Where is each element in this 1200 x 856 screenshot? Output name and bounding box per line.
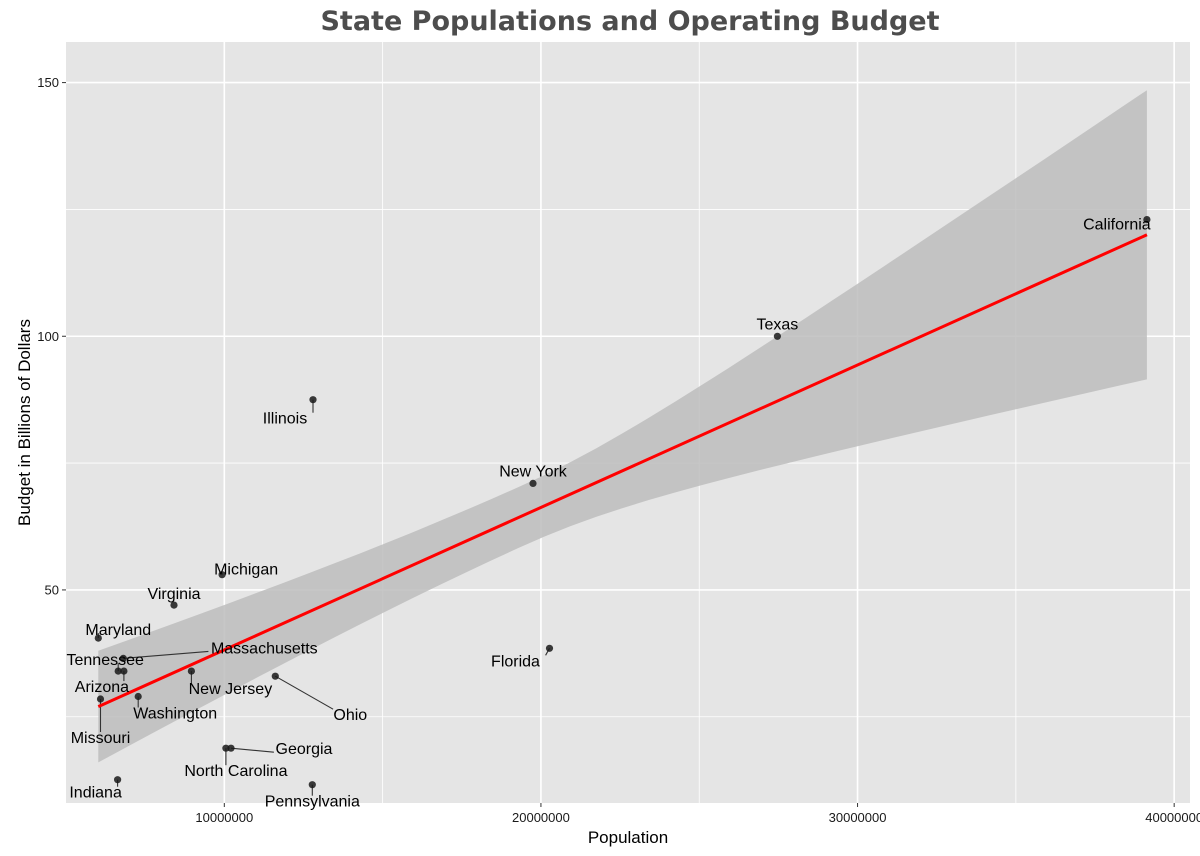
y-tick-label: 150 (37, 75, 59, 90)
label-washington: Washington (133, 706, 217, 723)
y-tick-label: 100 (37, 329, 59, 344)
point-labels: California Texas Illinois New York Michigan V… (67, 217, 1151, 811)
y-tick-label: 50 (45, 582, 59, 597)
x-tick-label: 30000000 (829, 810, 887, 825)
label-tennessee: Tennessee (67, 652, 144, 669)
label-georgia: Georgia (276, 741, 333, 758)
label-california: California (1083, 217, 1151, 234)
point-georgia (227, 744, 235, 752)
label-arizona: Arizona (75, 679, 129, 696)
x-axis-title: Population (588, 828, 668, 847)
point-california (1143, 216, 1151, 224)
point-michigan (218, 571, 226, 579)
leader-georgia (230, 747, 274, 753)
point-texas (773, 332, 782, 340)
point-maryland (94, 634, 102, 642)
point-arizona (120, 667, 128, 675)
point-pennsylvania (308, 781, 316, 789)
point-virginia (170, 601, 178, 609)
label-florida: Florida (491, 653, 540, 670)
data-points (94, 216, 1151, 789)
label-michigan: Michigan (214, 562, 278, 579)
confidence-band (98, 90, 1147, 763)
point-new-jersey (187, 667, 195, 675)
point-new-york (529, 479, 537, 487)
label-indiana: Indiana (69, 785, 122, 802)
label-pennsylvania: Pennsylvania (265, 794, 360, 811)
point-florida (545, 644, 554, 652)
label-ohio: Ohio (333, 707, 367, 724)
point-ohio (271, 672, 279, 680)
x-tick-label: 10000000 (195, 810, 253, 825)
point-illinois (309, 396, 317, 404)
x-tick-label: 40000000 (1145, 810, 1200, 825)
label-texas: Texas (757, 316, 799, 333)
axes: 10000000 20000000 30000000 40000000 50 100 150 (37, 75, 1200, 825)
point-north-carolina (222, 744, 230, 752)
chart-title: State Populations and Operating Budget (320, 6, 939, 37)
point-indiana (114, 776, 122, 784)
label-north-carolina: North Carolina (184, 763, 287, 780)
leader-massachusetts (123, 650, 209, 659)
label-new-york: New York (499, 463, 568, 480)
x-tick-label: 20000000 (512, 810, 570, 825)
point-washington (134, 692, 142, 701)
y-axis-title: Budget in Billions of Dollars (15, 319, 34, 526)
point-tennessee (114, 667, 122, 675)
leader-ohio (275, 675, 334, 710)
label-new-jersey: New Jersey (189, 681, 273, 698)
point-missouri (96, 695, 105, 703)
label-illinois: Illinois (263, 411, 307, 428)
label-virginia: Virginia (147, 586, 200, 603)
label-maryland: Maryland (85, 622, 151, 639)
label-missouri: Missouri (71, 730, 131, 747)
label-massachusetts: Massachusetts (211, 640, 318, 657)
point-massachusetts (119, 654, 127, 663)
regression-line (97, 233, 1148, 708)
